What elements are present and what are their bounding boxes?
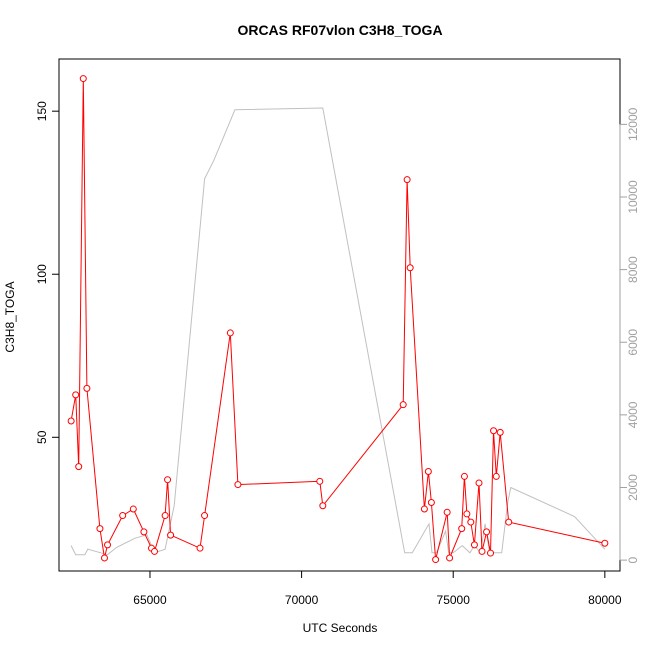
data-point — [475, 479, 483, 487]
secondary-series-line — [70, 107, 606, 556]
data-point — [460, 472, 468, 480]
data-point — [406, 264, 414, 272]
data-point — [129, 505, 137, 513]
data-point — [601, 539, 609, 547]
data-point — [100, 554, 108, 562]
data-point — [234, 481, 242, 489]
y-tick-label: 50 — [35, 430, 49, 444]
y-axis-label: C3H8_TOGA — [3, 281, 17, 352]
data-point — [470, 541, 478, 549]
left-series-layer — [67, 75, 609, 564]
data-point — [140, 528, 148, 536]
x-axis: 65000 70000 75000 80000 — [133, 570, 622, 607]
data-point — [496, 428, 504, 436]
data-point — [164, 476, 172, 484]
data-point — [72, 391, 80, 399]
x-tick-label: 80000 — [588, 593, 622, 607]
y2-tick-label: 12000 — [626, 107, 640, 141]
data-point — [83, 384, 91, 392]
data-point — [201, 512, 209, 520]
data-point — [487, 549, 495, 557]
y2-tick-label: 10000 — [626, 180, 640, 214]
data-point — [196, 544, 204, 552]
y2-tick-label: 8000 — [626, 256, 640, 283]
data-point — [167, 531, 175, 539]
y2-tick-label: 0 — [626, 556, 640, 563]
data-point — [478, 547, 486, 555]
y-tick-label: 100 — [35, 264, 49, 284]
y2-tick-label: 6000 — [626, 329, 640, 356]
data-point — [399, 401, 407, 409]
chart-title: ORCAS RF07vlon C3H8_TOGA — [237, 22, 442, 38]
data-point — [151, 547, 159, 555]
data-point — [427, 499, 435, 507]
c3h8-series-line — [70, 78, 605, 560]
data-point — [319, 502, 327, 510]
data-point — [467, 518, 475, 526]
data-point — [79, 75, 87, 83]
data-point — [96, 525, 104, 533]
x-tick-label: 65000 — [133, 593, 167, 607]
data-point — [161, 512, 169, 520]
data-point — [75, 463, 83, 471]
data-point — [420, 505, 428, 513]
right-series-layer — [70, 107, 606, 556]
data-point — [446, 554, 454, 562]
data-point — [443, 508, 451, 516]
data-point — [492, 472, 500, 480]
data-point — [226, 329, 234, 337]
data-point — [458, 525, 466, 533]
data-point — [483, 528, 491, 536]
data-point — [316, 477, 324, 485]
y-axis: 50 100 150 — [35, 101, 60, 444]
x-axis-label: UTC Seconds — [303, 621, 378, 635]
y-tick-label: 150 — [35, 101, 49, 121]
data-point — [505, 518, 513, 526]
data-point — [432, 556, 440, 564]
data-point — [104, 541, 112, 549]
y2-axis-right: 0 2000 4000 6000 8000 10000 12000 — [619, 107, 640, 563]
data-point — [490, 427, 498, 435]
x-tick-label: 70000 — [285, 593, 319, 607]
data-point — [463, 510, 471, 518]
y2-tick-label: 2000 — [626, 474, 640, 501]
data-point — [403, 176, 411, 184]
y2-tick-label: 4000 — [626, 401, 640, 428]
plot-box — [58, 58, 621, 572]
data-point — [424, 468, 432, 476]
data-point — [119, 512, 127, 520]
data-point — [67, 417, 75, 425]
x-tick-label: 75000 — [437, 593, 471, 607]
